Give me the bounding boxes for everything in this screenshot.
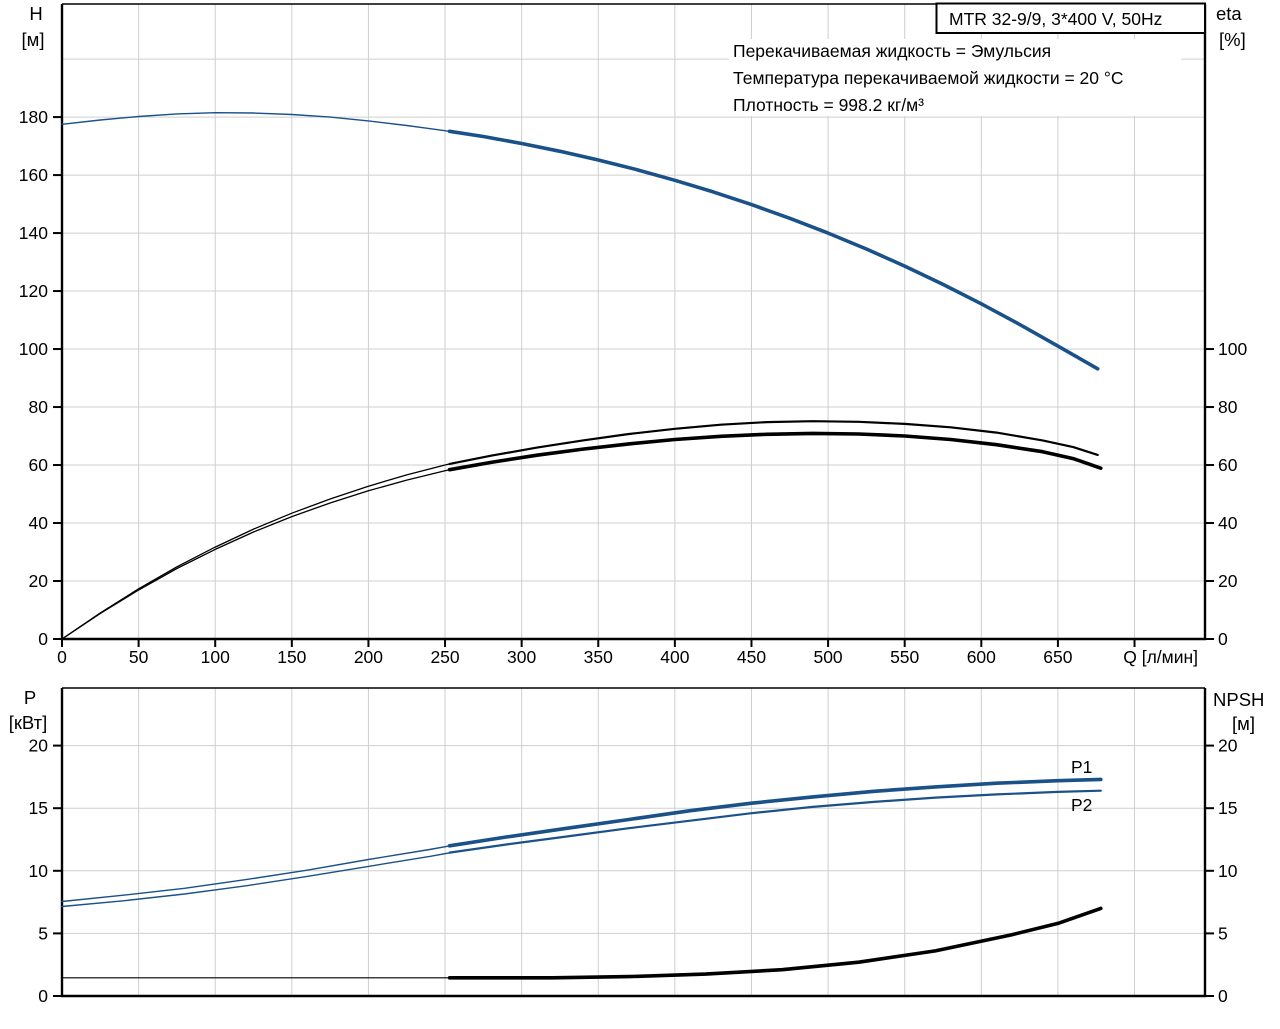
npsh-curve-duty [447,906,1103,980]
h-axis-title: H [29,3,42,24]
tick-label-left: 20 [29,571,49,591]
plot-border [60,688,1207,998]
annotation-background [729,39,1181,116]
tick-label-right: 80 [1218,397,1238,417]
tick-label-left: 100 [19,339,48,359]
p1-curve-thin [61,844,455,903]
p2-curve-thin [61,851,455,908]
tick-label-x: 150 [277,647,306,667]
h-curve-duty [447,129,1100,371]
p-axis-title: P [24,687,36,708]
tick-label-right: 100 [1218,339,1247,359]
tick-label-x: 600 [967,647,996,667]
tick-label-x: 250 [430,647,459,667]
plot-border [60,4,1207,641]
tick-label-x: 650 [1043,647,1072,667]
tick-label-left: 5 [38,923,48,943]
tick-label-right: 40 [1218,513,1238,533]
tick-label-left: 0 [38,986,48,1006]
tick-label-right: 15 [1218,798,1237,818]
tick-label-x: 0 [57,647,67,667]
pump-title-box [935,2,1206,34]
tick-label-left: 180 [19,107,48,127]
eta-curve-upper-thin [61,461,458,640]
q-axis-title: Q [л/мин] [1123,647,1198,667]
tick-label-left: 20 [29,736,49,756]
eta-curve-upper-duty [448,420,1099,465]
tick-label-x: 500 [813,647,842,667]
tick-label-left: 140 [19,223,48,243]
p1-series-label: P1 [1071,757,1092,777]
tick-label-left: 15 [29,798,48,818]
tick-label-x: 300 [507,647,536,667]
annotation-temperature: Температура перекачиваемой жидкости = 20… [733,68,1124,88]
eta-axis-title: eta [1216,3,1242,24]
h-axis-unit: [м] [22,29,45,50]
tick-label-x: 450 [737,647,766,667]
tick-label-left: 40 [29,513,49,533]
eta-axis-unit: [%] [1219,29,1246,50]
tick-label-left: 160 [19,165,48,185]
p1-curve-duty [447,777,1103,848]
power-npsh-chart: 0 5 10 15 20 0 5 10 15 20 [29,687,1238,1006]
p2-series-label: P2 [1071,795,1092,815]
tick-label-x: 100 [201,647,230,667]
tick-label-right: 20 [1218,736,1238,756]
tick-label-right: 0 [1218,986,1228,1006]
tick-label-left: 120 [19,281,48,301]
tick-label-x: 400 [660,647,689,667]
tick-label-right: 60 [1218,455,1238,475]
tick-label-left: 0 [38,629,48,649]
tick-label-x: 200 [354,647,383,667]
annotation-density: Плотность = 998.2 кг/м³ [733,95,924,115]
tick-label-left: 80 [29,397,49,417]
tick-label-right: 0 [1218,629,1228,649]
pump-title: MTR 32-9/9, 3*400 V, 50Hz [949,9,1162,29]
npsh-axis-unit: [м] [1232,713,1255,734]
npsh-axis-title: NPSH [1213,689,1264,710]
eta-curve-lower-thin [61,468,455,640]
tick-label-right: 5 [1218,923,1228,943]
tick-label-left: 60 [29,455,49,475]
tick-label-right: 20 [1218,571,1238,591]
annotation-fluid: Перекачиваемая жидкость = Эмульсия [733,41,1051,61]
tick-label-x: 550 [890,647,919,667]
tick-label-right: 10 [1218,861,1238,881]
tick-label-x: 350 [584,647,613,667]
eta-curve-lower-duty [447,431,1103,472]
tick-label-x: 50 [129,647,149,667]
h-curve-thin [61,111,462,134]
tick-label-left: 10 [29,861,49,881]
p2-curve-duty [448,789,1102,854]
p-axis-unit: [кВт] [9,712,48,733]
